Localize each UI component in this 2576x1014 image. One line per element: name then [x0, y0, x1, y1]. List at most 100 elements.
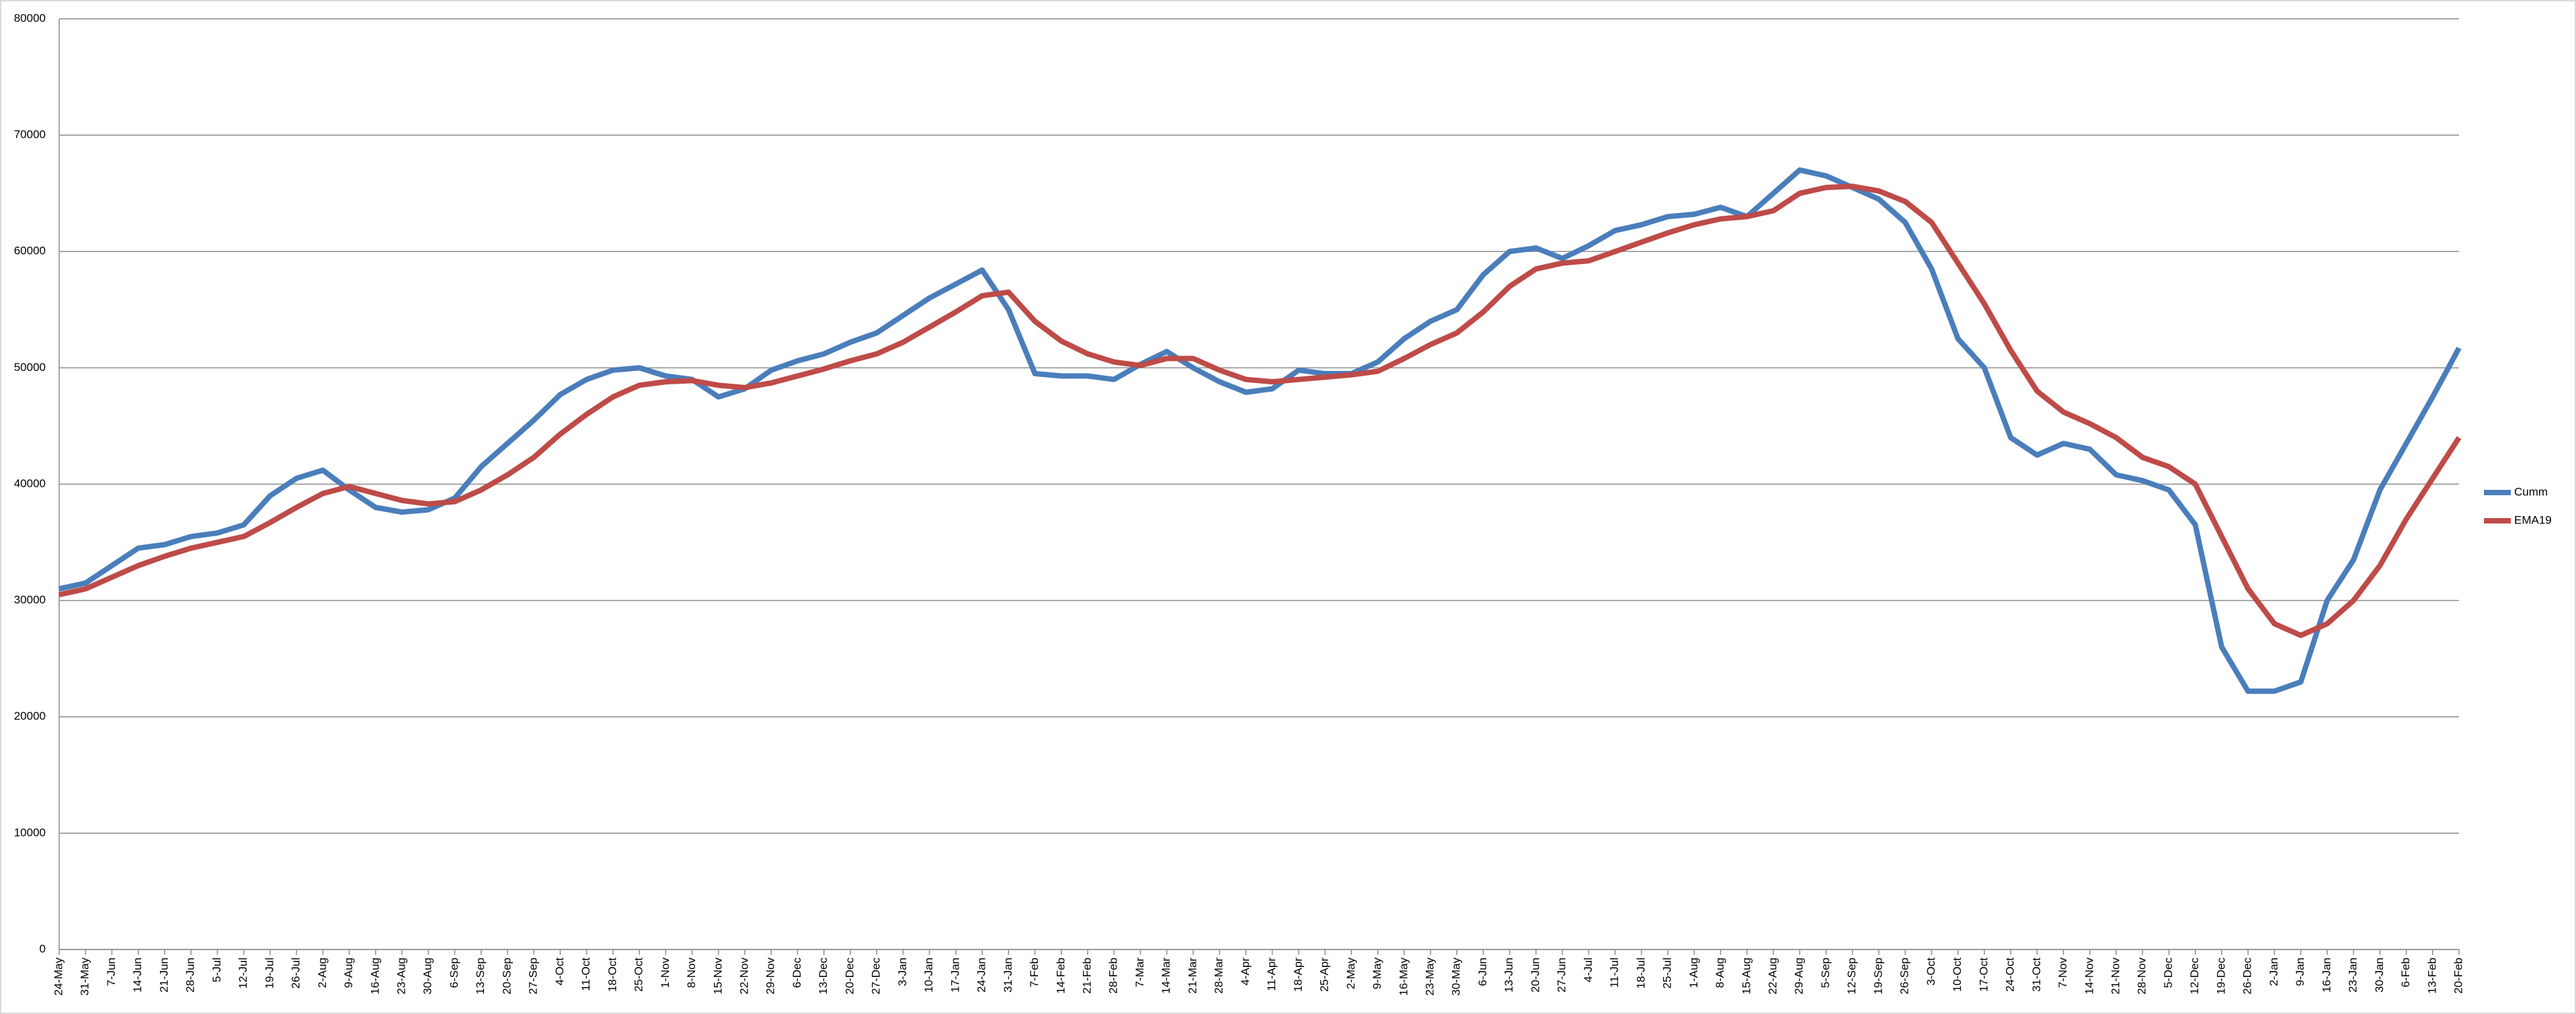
x-tick-label: 16-Aug: [368, 958, 381, 995]
x-tick-label: 26-Sep: [1898, 958, 1911, 995]
x-tick-label: 2-May: [1344, 958, 1357, 990]
series-line: [58, 167, 2462, 694]
x-tick-label: 20-Jun: [1529, 958, 1541, 992]
y-tick-label: 60000: [14, 245, 46, 257]
x-tick-label: 25-Apr: [1318, 958, 1331, 992]
x-tick-label: 13-Dec: [817, 958, 830, 995]
x-tick-label: 28-Mar: [1213, 958, 1225, 994]
x-tick-label: 14-Nov: [2083, 958, 2095, 995]
x-tick-label: 30-May: [1450, 958, 1463, 996]
x-tick-label: 17-Jan: [949, 958, 961, 992]
x-tick-label: 7-Mar: [1133, 958, 1146, 988]
x-tick-label: 26-Dec: [2241, 958, 2254, 995]
x-tick-label: 24-Oct: [2004, 958, 2017, 992]
x-tick-label: 5-Sep: [1819, 958, 1832, 988]
x-tick-label: 11-Oct: [579, 958, 592, 991]
x-tick-label: 31-May: [79, 958, 91, 996]
series-line: [58, 183, 2462, 638]
x-tick-label: 1-Aug: [1687, 958, 1700, 988]
x-tick-label: 20-Sep: [500, 958, 513, 995]
x-tick-label: 6-Feb: [2399, 958, 2412, 987]
x-tick-label: 13-Feb: [2425, 958, 2438, 994]
x-tick-label: 9-Jan: [2294, 958, 2306, 986]
x-tick-label: 12-Dec: [2188, 958, 2201, 995]
x-tick-label: 4-Oct: [553, 958, 566, 986]
x-tick-label: 3-Jan: [896, 958, 909, 986]
x-tick-label: 13-Sep: [474, 958, 487, 995]
x-tick-label: 31-Jan: [1002, 958, 1014, 992]
y-tick-label: 10000: [14, 826, 46, 839]
x-tick-label: 25-Jul: [1661, 958, 1674, 988]
x-tick-label: 20-Feb: [2452, 958, 2464, 994]
x-tick-label: 23-Aug: [395, 958, 407, 995]
x-tick-label: 2-Jan: [2267, 958, 2280, 986]
x-tick-label: 4-Jul: [1582, 958, 1595, 982]
x-tick-label: 30-Jan: [2373, 958, 2386, 992]
x-tick-label: 13-Jun: [1502, 958, 1515, 992]
x-tick-label: 11-Jul: [1608, 958, 1621, 988]
x-tick-label: 14-Mar: [1160, 958, 1172, 994]
x-tick-label: 11-Apr: [1265, 958, 1278, 991]
y-tick-label: 70000: [14, 128, 46, 141]
x-tick-label: 18-Oct: [606, 958, 618, 992]
x-tick-label: 9-May: [1371, 958, 1383, 990]
x-tick-label: 31-Oct: [2030, 958, 2043, 992]
x-tick-label: 3-Oct: [1925, 958, 1937, 986]
y-tick-label: 30000: [14, 593, 46, 606]
x-tick-label: 5-Dec: [2162, 958, 2175, 988]
x-tick-label: 8-Aug: [1714, 958, 1726, 988]
x-tick-label: 14-Feb: [1054, 958, 1067, 994]
x-tick-label: 12-Jul: [237, 958, 249, 988]
x-tick-label: 27-Sep: [527, 958, 540, 995]
x-tick-label: 4-Apr: [1239, 958, 1252, 986]
x-tick-label: 23-May: [1423, 958, 1436, 996]
x-tick-label: 14-Jun: [131, 958, 144, 992]
x-tick-label: 9-Aug: [342, 958, 355, 988]
x-tick-label: 29-Nov: [764, 958, 777, 995]
x-tick-label: 18-Apr: [1291, 958, 1304, 992]
x-tick-label: 30-Aug: [421, 958, 434, 995]
x-tick-label: 19-Sep: [1871, 958, 1884, 995]
x-tick-label: 10-Jan: [922, 958, 935, 992]
x-tick-label: 12-Sep: [1845, 958, 1858, 995]
legend-label: EMA19: [2514, 513, 2552, 526]
x-tick-label: 24-May: [52, 958, 65, 996]
x-tick-label: 18-Jul: [1634, 958, 1647, 988]
x-tick-label: 8-Nov: [685, 958, 698, 988]
x-tick-label: 21-Jun: [157, 958, 170, 992]
x-tick-label: 22-Aug: [1766, 958, 1779, 995]
x-tick-label: 6-Dec: [791, 958, 803, 988]
legend-label: Cumm: [2514, 485, 2548, 498]
x-tick-label: 16-May: [1397, 958, 1410, 996]
x-tick-label: 21-Feb: [1080, 958, 1093, 994]
x-tick-label: 7-Jun: [105, 958, 118, 986]
x-tick-label: 15-Nov: [711, 958, 724, 995]
y-tick-label: 40000: [14, 477, 46, 490]
x-tick-label: 20-Dec: [843, 958, 856, 995]
x-tick-label: 29-Aug: [1793, 958, 1806, 995]
x-tick-label: 15-Aug: [1740, 958, 1753, 995]
x-tick-label: 19-Dec: [2214, 958, 2227, 995]
y-tick-label: 50000: [14, 361, 46, 374]
x-tick-label: 28-Jun: [184, 958, 197, 992]
x-tick-label: 21-Nov: [2109, 958, 2122, 995]
x-tick-label: 22-Nov: [737, 958, 750, 995]
x-tick-label: 24-Jan: [975, 958, 988, 992]
y-tick-label: 0: [40, 942, 46, 955]
x-tick-label: 5-Jul: [210, 958, 223, 982]
x-tick-label: 28-Feb: [1107, 958, 1120, 994]
x-tick-label: 27-Jun: [1556, 958, 1568, 992]
x-tick-label: 27-Dec: [870, 958, 883, 995]
x-tick-label: 23-Jan: [2347, 958, 2360, 992]
y-tick-label: 20000: [14, 710, 46, 722]
x-tick-label: 10-Oct: [1951, 958, 1964, 992]
x-tick-label: 21-Mar: [1186, 958, 1199, 994]
x-tick-label: 7-Nov: [2056, 958, 2069, 988]
x-tick-label: 2-Aug: [316, 958, 329, 988]
x-tick-label: 28-Nov: [2136, 958, 2148, 995]
x-tick-label: 7-Feb: [1028, 958, 1041, 987]
x-tick-label: 6-Jun: [1476, 958, 1489, 986]
x-tick-label: 1-Nov: [659, 958, 672, 988]
